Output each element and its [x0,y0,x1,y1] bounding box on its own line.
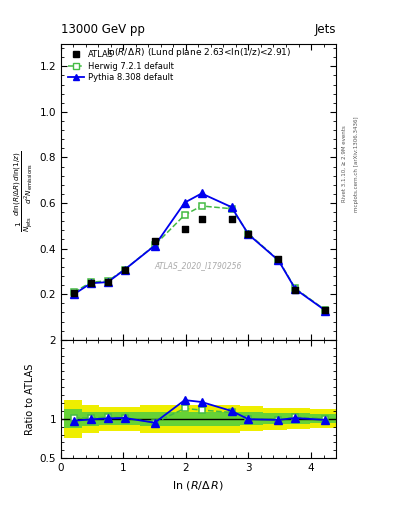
Y-axis label: $\frac{1}{N_\mathrm{jets}}\frac{d\ln(R/\Delta R)\,d\ln(1/z)}{d^2N_\mathrm{emissi: $\frac{1}{N_\mathrm{jets}}\frac{d\ln(R/\… [13,151,35,232]
X-axis label: $\ln\,(R/\Delta\,R)$: $\ln\,(R/\Delta\,R)$ [173,479,224,492]
Text: 13000 GeV pp: 13000 GeV pp [61,23,145,36]
Text: mcplots.cern.ch [arXiv:1306.3436]: mcplots.cern.ch [arXiv:1306.3436] [354,116,359,211]
Text: Jets: Jets [314,23,336,36]
Point [182,225,188,233]
Point [275,255,282,263]
Text: Rivet 3.1.10, ≥ 2.9M events: Rivet 3.1.10, ≥ 2.9M events [342,125,347,202]
Text: ATLAS_2020_I1790256: ATLAS_2020_I1790256 [155,261,242,270]
Point [121,266,128,274]
Point [71,289,77,297]
Point [105,278,111,286]
Text: $\ln(R/\Delta\,R)$ (Lund plane 2.63<ln(1/z)<2.91): $\ln(R/\Delta\,R)$ (Lund plane 2.63<ln(1… [106,47,291,59]
Point [88,279,94,287]
Point [228,215,235,223]
Point [292,286,299,294]
Point [198,215,205,223]
Point [322,306,329,314]
Y-axis label: Ratio to ATLAS: Ratio to ATLAS [26,364,35,435]
Point [245,230,252,238]
Legend: ATLAS, Herwig 7.2.1 default, Pythia 8.308 default: ATLAS, Herwig 7.2.1 default, Pythia 8.30… [65,48,176,84]
Point [152,237,158,245]
